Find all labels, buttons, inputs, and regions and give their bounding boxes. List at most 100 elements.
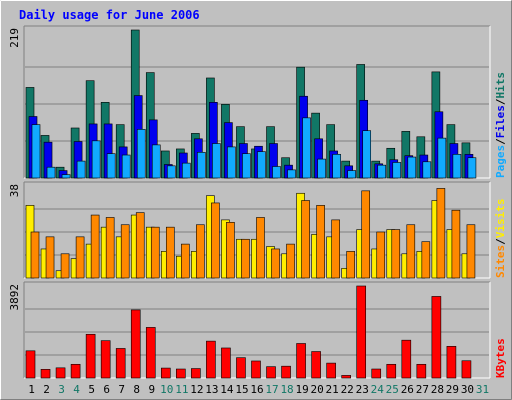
bar-sites-day-14 — [226, 222, 235, 279]
bar-pages-day-5 — [91, 140, 101, 179]
bar-kbytes-day-11 — [176, 368, 186, 379]
bar-kbytes-day-14 — [221, 347, 231, 379]
bar-sites-day-5 — [90, 214, 100, 279]
bar-sites-day-15 — [241, 238, 250, 279]
x-tick-label-day-11: 11 — [175, 383, 188, 396]
bar-sites-day-29 — [451, 209, 461, 279]
bar-kbytes-day-19 — [296, 343, 306, 379]
x-tick-label-day-28: 28 — [431, 383, 444, 396]
bar-sites-day-3 — [60, 253, 70, 279]
bar-pages-day-20 — [317, 158, 326, 179]
bar-sites-day-6 — [105, 217, 115, 279]
bar-pages-day-3 — [61, 174, 71, 179]
bar-pages-day-13 — [212, 143, 221, 179]
y-label-part: Pages — [494, 145, 507, 178]
bar-kbytes-day-5 — [85, 333, 96, 379]
bar-pages-day-23 — [362, 130, 372, 179]
bar-sites-day-2 — [45, 236, 55, 279]
bar-pages-day-19 — [302, 117, 311, 179]
bar-pages-day-14 — [227, 146, 236, 179]
bar-kbytes-day-30 — [461, 360, 472, 379]
bar-pages-day-4 — [76, 160, 86, 179]
bar-sites-day-22 — [346, 251, 355, 279]
bar-kbytes-day-6 — [100, 340, 111, 379]
bar-kbytes-day-23 — [356, 285, 367, 379]
bar-kbytes-day-22 — [341, 375, 351, 379]
panel-2: 38 Sites/Visits — [8, 181, 507, 279]
x-tick-label-day-25: 25 — [386, 383, 399, 396]
bar-sites-day-8 — [135, 212, 145, 279]
bar-kbytes-day-13 — [206, 340, 216, 379]
bar-pages-day-2 — [46, 166, 56, 179]
chart-title: Daily usage for June 2006 — [19, 8, 200, 22]
y-label-part: / — [494, 98, 507, 105]
bar-pages-day-30 — [467, 157, 477, 179]
y-series-label: Pages/Files/Hits — [494, 72, 507, 178]
x-tick-label-day-23: 23 — [356, 383, 369, 396]
bar-pages-day-15 — [242, 153, 251, 179]
bar-sites-day-26 — [406, 224, 416, 279]
x-tick-label-day-8: 8 — [133, 383, 140, 396]
x-tick-label-day-9: 9 — [148, 383, 155, 396]
bar-sites-day-28 — [436, 188, 446, 279]
bar-sites-day-7 — [120, 224, 130, 279]
bar-kbytes-day-8 — [130, 309, 141, 379]
bar-kbytes-day-20 — [311, 351, 321, 379]
bar-pages-day-9 — [151, 144, 161, 179]
bar-kbytes-day-9 — [145, 327, 156, 379]
x-tick-label-day-6: 6 — [103, 383, 110, 396]
chart-panels: 219Pages/Files/Hits38Sites/Visits3892KBy… — [8, 25, 507, 379]
bar-kbytes-day-18 — [281, 365, 291, 379]
bar-kbytes-day-26 — [401, 339, 412, 379]
bar-pages-day-28 — [437, 137, 447, 179]
bar-pages-day-1 — [31, 124, 41, 179]
x-tick-label-day-3: 3 — [58, 383, 65, 396]
bar-kbytes-day-3 — [55, 367, 66, 379]
bar-pages-day-18 — [287, 169, 296, 179]
x-tick-label-day-10: 10 — [160, 383, 173, 396]
bar-kbytes-day-17 — [266, 366, 276, 379]
x-tick-label-day-17: 17 — [265, 383, 278, 396]
bar-pages-day-21 — [332, 154, 341, 179]
bar-kbytes-day-1 — [25, 350, 36, 379]
x-tick-label-day-13: 13 — [205, 383, 218, 396]
y-label-part: / — [494, 238, 507, 245]
bar-sites-day-11 — [181, 243, 190, 279]
x-tick-label-day-29: 29 — [446, 383, 459, 396]
x-tick-label-day-1: 1 — [28, 383, 35, 396]
bar-sites-day-21 — [331, 219, 340, 279]
bar-pages-day-17 — [272, 166, 281, 179]
bar-kbytes-day-29 — [446, 346, 457, 379]
x-tick-label-day-19: 19 — [295, 383, 308, 396]
y-max-label: 3892 — [8, 284, 21, 311]
bar-pages-day-25 — [392, 162, 402, 179]
bar-pages-day-22 — [347, 170, 356, 179]
x-tick-label-day-18: 18 — [280, 383, 293, 396]
y-max-label: 38 — [8, 184, 21, 197]
x-tick-label-day-20: 20 — [311, 383, 324, 396]
y-label-part: Visits — [494, 199, 507, 239]
bar-sites-day-12 — [196, 224, 205, 279]
bar-sites-day-20 — [316, 205, 325, 279]
bar-pages-day-8 — [136, 129, 146, 179]
bar-pages-day-12 — [197, 152, 206, 179]
bar-kbytes-day-10 — [160, 367, 171, 379]
x-tick-label-day-5: 5 — [88, 383, 95, 396]
bar-kbytes-day-25 — [386, 363, 397, 379]
bar-sites-day-16 — [256, 217, 265, 279]
x-tick-label-day-14: 14 — [220, 383, 234, 396]
bar-kbytes-day-7 — [115, 348, 126, 379]
bar-kbytes-day-15 — [236, 357, 246, 379]
x-tick-label-day-12: 12 — [190, 383, 203, 396]
x-tick-label-day-24: 24 — [371, 383, 385, 396]
y-label-part: KBytes — [494, 338, 507, 378]
y-max-label: 219 — [8, 28, 21, 48]
bar-sites-day-18 — [286, 243, 295, 279]
x-tick-label-day-7: 7 — [118, 383, 125, 396]
bar-pages-day-26 — [407, 156, 417, 179]
bar-sites-day-23 — [361, 190, 371, 279]
bar-kbytes-day-24 — [371, 368, 382, 379]
bar-sites-day-4 — [75, 236, 85, 279]
